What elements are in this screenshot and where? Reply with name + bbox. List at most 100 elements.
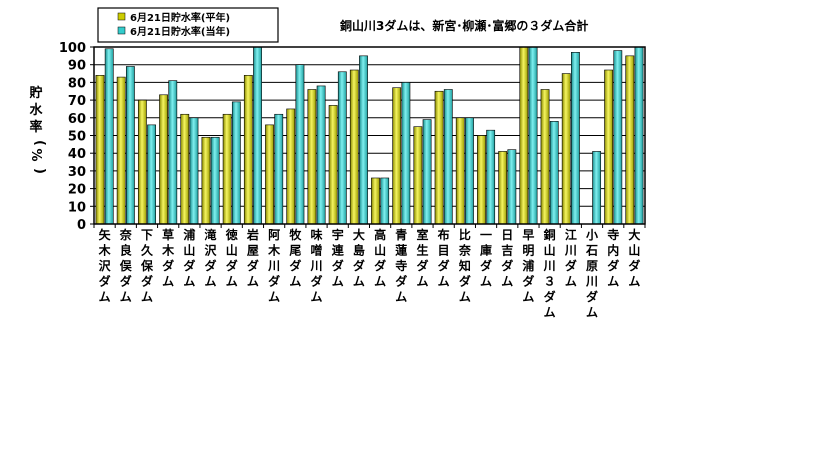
bar-normal-8 xyxy=(243,75,253,225)
x-category-char: ム xyxy=(522,290,534,304)
bar-normal-21 xyxy=(519,46,529,225)
bars xyxy=(95,46,644,225)
bar-current-7 xyxy=(231,101,241,225)
x-category-char: ３ xyxy=(544,275,556,289)
x-category-char: 矢 xyxy=(99,227,112,242)
x-category-char: ム xyxy=(374,275,386,289)
x-category-char: ダ xyxy=(438,258,450,273)
x-category-char: 早 xyxy=(522,228,534,242)
y-tick-label: 80 xyxy=(68,76,86,91)
x-category-char: ム xyxy=(120,290,132,304)
x-category-char: ム xyxy=(162,275,174,289)
x-category-char: 知 xyxy=(458,258,471,273)
bar-normal-22 xyxy=(540,89,550,225)
x-category-char: 蓮 xyxy=(395,243,407,258)
x-category-char: ダ xyxy=(183,258,195,273)
x-category-char: ダ xyxy=(332,258,344,273)
legend-label-normal: 6月21日貯水率(平年) xyxy=(130,11,230,24)
x-category-char: ダ xyxy=(99,274,111,289)
x-category-label: 銅山川 ３ダム xyxy=(543,227,556,320)
bar-normal-17 xyxy=(434,90,444,225)
bar-normal-16 xyxy=(413,126,423,225)
x-category-char: 浦 xyxy=(183,227,195,242)
bar-current-12 xyxy=(337,71,347,225)
x-category-char: 川 xyxy=(267,259,280,273)
x-category-char: 青 xyxy=(395,227,407,242)
x-category-char: ダ xyxy=(565,258,577,273)
x-category-char: 山 xyxy=(226,243,238,258)
x-category-char: 沢 xyxy=(99,258,112,273)
y-axis-label-char: ( xyxy=(32,140,47,146)
x-category-label: 滝沢ダム xyxy=(205,227,218,289)
y-tick-label: 30 xyxy=(68,165,86,180)
bar-normal-7 xyxy=(222,113,232,225)
y-tick-label: 60 xyxy=(68,112,86,127)
x-category-label: 徳山ダム xyxy=(225,227,238,289)
x-category-char: ム xyxy=(141,290,153,304)
bar-current-23 xyxy=(571,52,580,225)
x-category-char: 明 xyxy=(522,244,534,258)
x-category-char: 奈 xyxy=(458,243,472,258)
x-category-char: 宇 xyxy=(332,227,344,242)
bar-current-21 xyxy=(528,46,538,225)
y-tick-label: 10 xyxy=(68,200,86,215)
x-category-char: ダ xyxy=(311,274,323,289)
bar-current-26 xyxy=(634,46,644,225)
y-tick-label: 0 xyxy=(77,218,86,233)
x-category-char: 川 xyxy=(585,275,598,289)
x-category-char: ダ xyxy=(374,258,386,273)
x-category-char: 寺 xyxy=(395,258,407,273)
x-category-char: 川 xyxy=(310,259,323,273)
x-category-char: 屋 xyxy=(247,244,259,258)
bar-current-15 xyxy=(401,82,411,225)
x-category-char: 奈 xyxy=(119,227,133,242)
bar-current-6 xyxy=(210,136,220,225)
x-category-char: ム xyxy=(183,275,195,289)
x-category-char: 庫 xyxy=(480,243,492,258)
legend-swatch-current xyxy=(117,26,126,35)
x-category-char: 日 xyxy=(501,228,513,242)
x-category-char: ダ xyxy=(226,258,238,273)
x-category-char: ム xyxy=(438,275,450,289)
bar-current-25 xyxy=(613,50,623,225)
x-category-char: 木 xyxy=(267,243,281,258)
x-category-label: 布目ダム xyxy=(438,227,450,289)
x-category-char: 比 xyxy=(459,227,471,242)
x-category-label: 早明浦ダム xyxy=(522,228,534,304)
x-category-char: 小 xyxy=(586,227,598,242)
bar-normal-2 xyxy=(116,76,126,225)
x-category-label: 宇連ダム xyxy=(332,227,345,289)
x-category-char: ム xyxy=(353,275,365,289)
y-axis-label-char: ) xyxy=(32,168,47,174)
y-axis-label-char: % xyxy=(28,148,43,161)
x-category-char: ダ xyxy=(162,258,174,273)
y-tick-label: 20 xyxy=(68,183,86,198)
x-category-char: 久 xyxy=(141,243,154,258)
bar-normal-4 xyxy=(159,94,168,225)
x-category-char: 徳 xyxy=(225,227,238,242)
bar-normal-26 xyxy=(625,55,635,225)
x-category-label: 寺内ダム xyxy=(607,227,619,289)
bar-current-19 xyxy=(486,129,496,225)
y-axis-label-char: 貯 xyxy=(29,85,42,101)
x-category-char: 沢 xyxy=(205,243,218,258)
bar-current-9 xyxy=(274,113,284,225)
bar-current-18 xyxy=(465,117,474,225)
x-category-char: 室 xyxy=(416,227,428,242)
x-category-char: ム xyxy=(501,275,513,289)
x-category-char: ム xyxy=(395,290,407,304)
y-axis-label: 貯水率 (%) xyxy=(28,85,47,174)
x-category-char: 味 xyxy=(311,227,323,242)
x-category-char: 川 xyxy=(543,259,556,273)
x-category-char: ダ xyxy=(247,258,259,273)
x-category-label: 牧尾ダム xyxy=(289,227,302,289)
x-category-label: 味噌川ダム xyxy=(310,227,323,304)
x-category-label: 室生ダム xyxy=(416,227,428,289)
bar-normal-20 xyxy=(498,151,508,225)
x-category-char: ダ xyxy=(268,274,280,289)
x-category-label: 阿木川ダム xyxy=(267,228,281,304)
bar-current-8 xyxy=(253,46,262,225)
x-category-char: 山 xyxy=(628,243,640,258)
x-category-char: ダ xyxy=(353,258,365,273)
bar-current-24 xyxy=(592,151,602,225)
